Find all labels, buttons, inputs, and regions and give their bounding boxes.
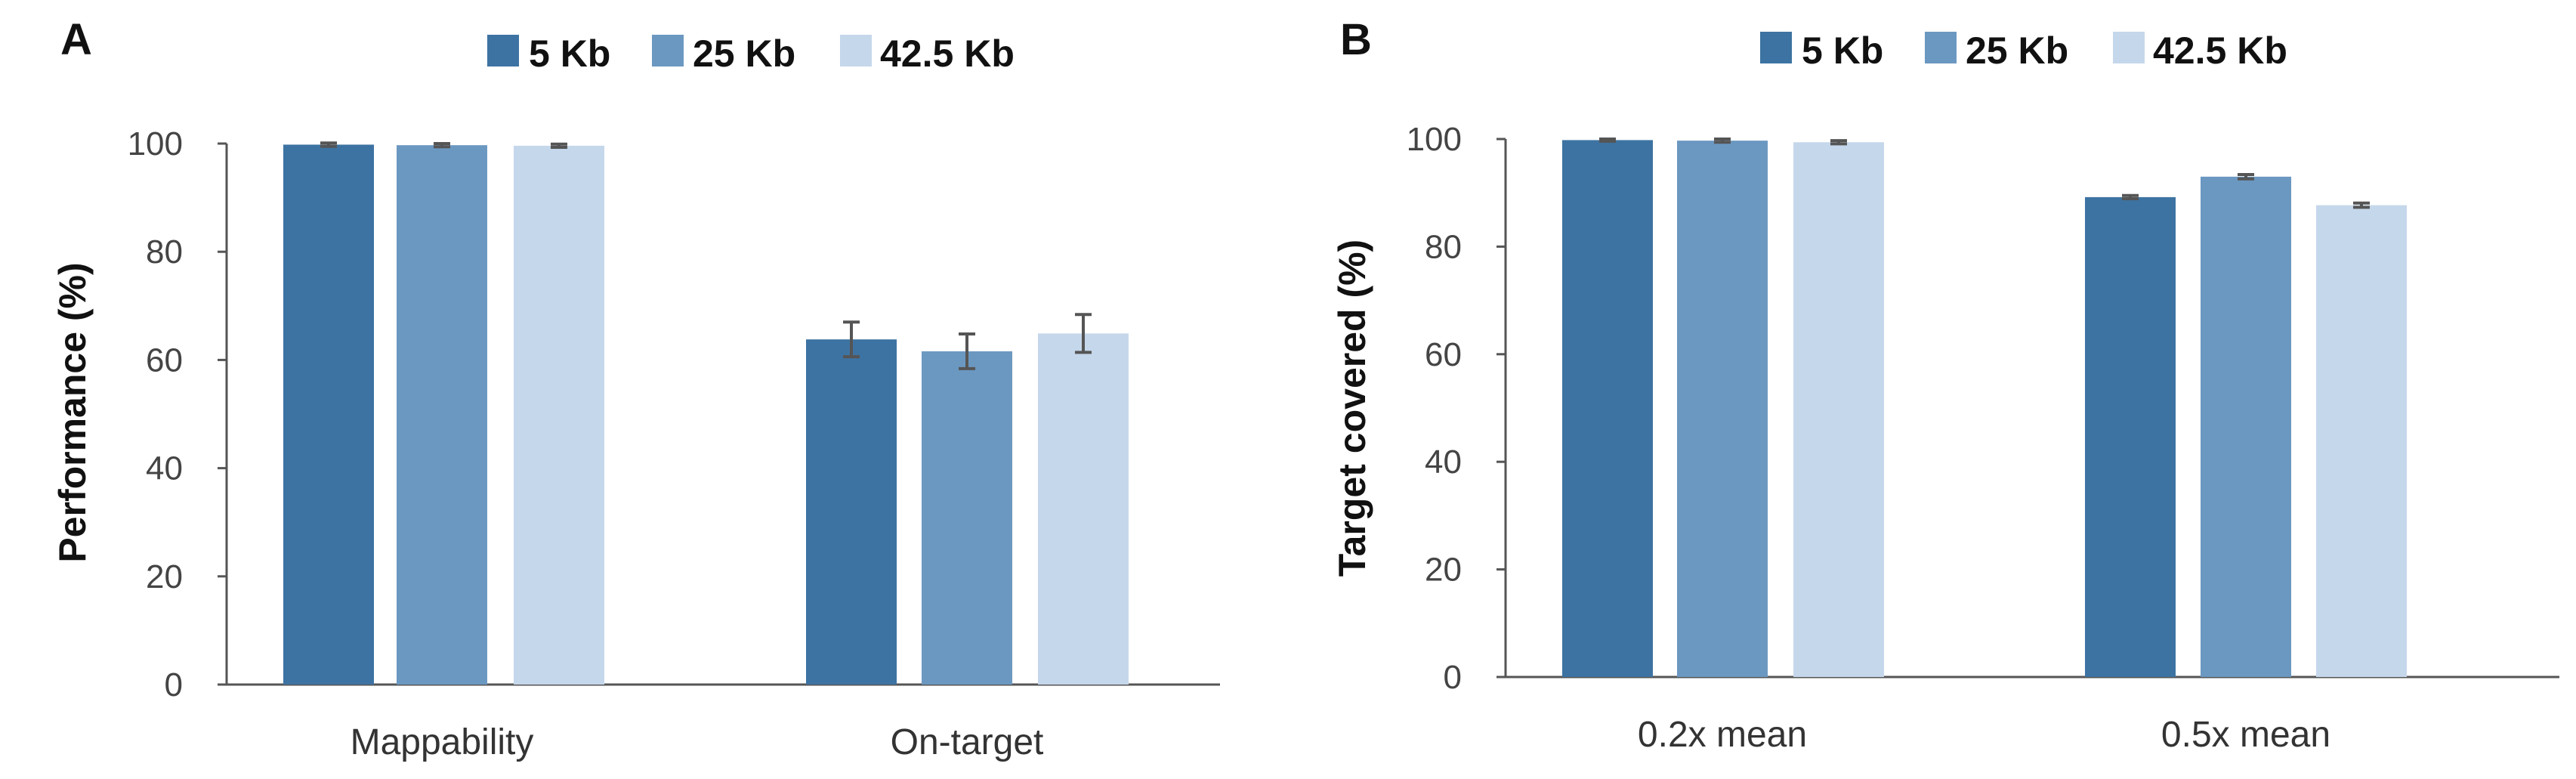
legend-label-42-5kb: 42.5 Kb (880, 32, 1015, 75)
panel-b-y-tick-label: 0 (1444, 659, 1462, 696)
legend-label-25kb: 25 Kb (1966, 29, 2068, 72)
panel-b-bar-0-2x-mean-25-kb (1677, 141, 1768, 678)
panel-a-y-tick-label: 80 (146, 233, 183, 270)
panel-b-y-tick-label: 60 (1425, 336, 1462, 373)
legend-swatch-5kb (1760, 32, 1792, 63)
panel-a-error-bar-on-target-5-kb (843, 320, 860, 359)
panel-b-category-label-0-5x-mean: 0.5x mean (2161, 715, 2330, 755)
legend-label-42-5kb: 42.5 Kb (2153, 29, 2287, 72)
panel-a-y-tick-label: 40 (146, 450, 183, 487)
panel-a-error-bar-on-target-25-kb (959, 332, 975, 370)
panel-a-bar-mappability-5-kb (283, 144, 374, 685)
panel-a-error-bar-mappability-25-kb (434, 142, 450, 149)
panel-a-category-label-mappability: Mappability (351, 722, 534, 762)
panel-a-letter: A (60, 15, 92, 64)
panel-b-category-label-0-2x-mean: 0.2x mean (1638, 715, 1807, 755)
legend-swatch-25kb (652, 35, 684, 66)
panel-a-error-bar-mappability-5-kb (320, 141, 337, 148)
legend-swatch-5kb (487, 35, 519, 66)
panel-b-bar-0-2x-mean-5-kb (1562, 140, 1653, 677)
panel-b-error-bar-0-2x-mean-42-5-kb (1830, 139, 1847, 146)
panel-a-bar-on-target-42-5-kb (1038, 333, 1129, 685)
panel-b-marks: 0 20 40 60 80 100 0.2x mean 0.5x mean (1407, 121, 2407, 755)
panel-a-bar-mappability-25-kb (397, 145, 487, 685)
legend-swatch-42-5kb (2113, 32, 2145, 63)
panel-b-y-tick-label: 80 (1425, 228, 1462, 265)
legend-label-25kb: 25 Kb (693, 32, 795, 75)
panel-b-error-bar-0-5x-mean-25-kb (2238, 172, 2254, 181)
panel-a-bar-on-target-25-kb (922, 351, 1012, 685)
panel-a-error-bar-mappability-42-5-kb (551, 142, 567, 150)
panel-a-y-tick-label: 60 (146, 342, 183, 379)
panel-b-y-tick-label: 100 (1407, 121, 1462, 158)
legend-label-5kb: 5 Kb (1802, 29, 1883, 72)
panel-a-y-tick-label: 0 (165, 666, 183, 703)
panel-b-bar-0-5x-mean-25-kb (2201, 176, 2291, 678)
panel-b-error-bar-0-2x-mean-25-kb (1714, 138, 1731, 144)
panel-a-y-tick-label: 100 (128, 125, 183, 162)
legend-label-5kb: 5 Kb (529, 32, 610, 75)
panel-b-bar-0-5x-mean-42-5-kb (2316, 205, 2407, 677)
panel-a-marks: 0 20 40 60 80 100 Mappability On-target (128, 125, 1129, 762)
panel-a-chart: A 5 Kb 25 Kb 42.5 Kb Performance (%) 0 20… (51, 15, 1220, 762)
panel-a-y-axis-label: Performance (%) (51, 262, 94, 562)
panel-b-error-bar-0-2x-mean-5-kb (1599, 138, 1616, 143)
panel-a-legend: 5 Kb 25 Kb 42.5 Kb (487, 32, 1015, 75)
panel-b-y-axis-label: Target covered (%) (1331, 240, 1373, 577)
panel-b-chart: B 5 Kb 25 Kb 42.5 Kb Target covered (%) … (1331, 15, 2559, 755)
panel-a-category-label-on-target: On-target (891, 722, 1044, 762)
legend-swatch-42-5kb (840, 35, 872, 66)
legend-swatch-25kb (1925, 32, 1957, 63)
panel-a-bar-on-target-5-kb (806, 339, 897, 685)
panel-b-error-bar-0-5x-mean-5-kb (2122, 193, 2139, 201)
panel-b-letter: B (1340, 15, 1372, 64)
panel-a-error-bar-on-target-42-5-kb (1075, 313, 1092, 354)
panel-a-y-tick-label: 20 (146, 558, 183, 595)
panel-b-y-tick-label: 20 (1425, 552, 1462, 589)
panel-b-legend: 5 Kb 25 Kb 42.5 Kb (1760, 29, 2287, 72)
panel-b-bar-0-5x-mean-5-kb (2085, 196, 2176, 677)
panel-a-bar-mappability-42-5-kb (514, 145, 604, 685)
panel-b-y-tick-label: 40 (1425, 444, 1462, 481)
panel-b-bar-0-2x-mean-42-5-kb (1793, 142, 1884, 678)
panel-b-error-bar-0-5x-mean-42-5-kb (2353, 201, 2370, 209)
